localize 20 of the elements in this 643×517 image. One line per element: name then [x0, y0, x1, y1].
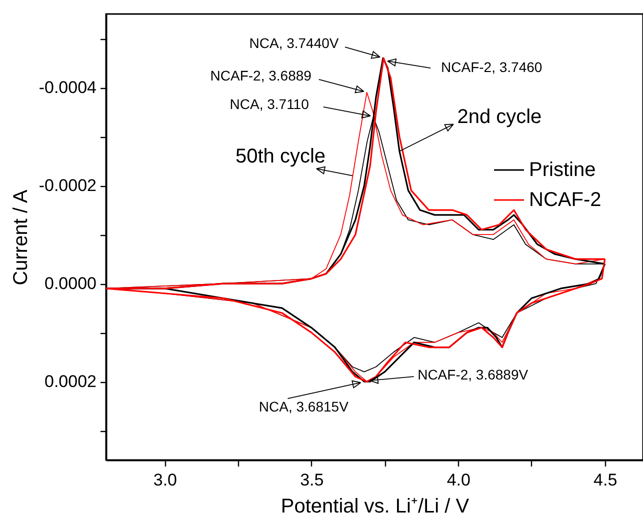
y-tick-label: 0.0000: [44, 274, 96, 294]
x-tick-label: 4.5: [594, 470, 618, 490]
annotation: NCAF-2, 3.6889V: [418, 366, 529, 383]
y-tick-label: 0.0002: [44, 372, 96, 392]
y-tick-label: -0.0004: [38, 78, 96, 98]
annotation: NCA, 3.7440V: [249, 35, 340, 52]
annotation: 2nd cycle: [457, 106, 542, 128]
x-tick-label: 4.0: [446, 470, 470, 490]
legend-label: Pristine: [529, 159, 596, 181]
annotation: NCA, 3.6815V: [258, 398, 350, 415]
annotation: NCAF-2, 3.6889: [210, 67, 312, 84]
annotation: NCAF-2, 3.7460: [441, 59, 542, 76]
x-axis-title: Potential vs. Li⁺/Li / V: [280, 496, 470, 517]
x-tick-label: 3.5: [300, 470, 324, 490]
x-tick-label: 3.0: [153, 470, 178, 490]
annotation: 50th cycle: [235, 146, 326, 168]
y-tick-label: -0.0002: [38, 176, 96, 196]
annotation: NCA, 3.7110: [230, 96, 310, 112]
legend-label: NCAF-2: [529, 189, 602, 211]
y-axis-title: Current / A: [10, 189, 32, 286]
